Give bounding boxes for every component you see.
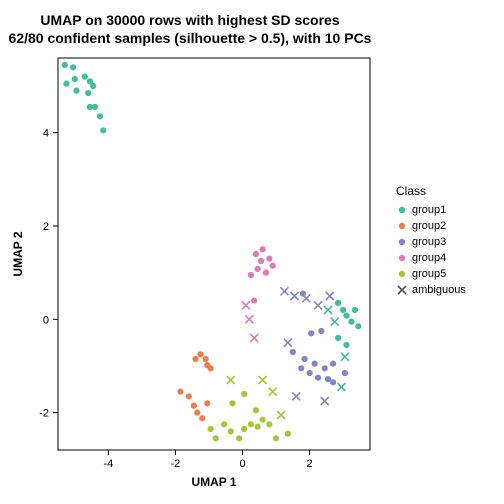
data-point [229, 400, 235, 406]
data-point [202, 356, 208, 362]
y-tick-label: 2 [43, 221, 49, 233]
scatter-plot: -4 -2 0 2 -2 0 2 4 UMAP 1 UMAP 2 Class group1 group2… [0, 0, 504, 504]
data-point [254, 424, 260, 430]
data-point [318, 328, 324, 334]
legend-swatch [399, 255, 405, 261]
data-point [90, 83, 96, 89]
data-point [228, 428, 234, 434]
legend-title: Class [396, 184, 426, 198]
data-point [352, 307, 358, 313]
legend-swatch [399, 223, 405, 229]
x-tick-label: 0 [239, 458, 245, 470]
y-tick-label: -2 [39, 408, 49, 420]
data-point [221, 421, 227, 427]
y-tick-label: 4 [43, 128, 49, 140]
data-point [258, 258, 264, 264]
legend-label: ambiguous [412, 284, 466, 296]
x-tick-label: -2 [171, 458, 181, 470]
legend-label: group2 [412, 220, 446, 232]
legend-swatch [399, 271, 405, 277]
data-point [85, 90, 91, 96]
data-point [191, 403, 197, 409]
data-point [241, 391, 247, 397]
data-point [208, 426, 214, 432]
x-tick-label: -4 [103, 458, 113, 470]
data-point [270, 263, 276, 269]
legend-label: group5 [412, 268, 446, 280]
data-point [335, 335, 341, 341]
data-point [251, 298, 257, 304]
x-axis-label: UMAP 1 [191, 475, 236, 489]
data-point [199, 415, 205, 421]
data-point [241, 426, 247, 432]
data-point [72, 76, 78, 82]
data-point [70, 64, 76, 70]
data-point [194, 410, 200, 416]
data-point [312, 361, 318, 367]
data-point [186, 393, 192, 399]
data-point [330, 361, 336, 367]
data-point [236, 435, 242, 441]
data-point [253, 407, 259, 413]
data-point [266, 256, 272, 262]
data-point [260, 417, 266, 423]
plot-panel [58, 58, 370, 450]
data-point [266, 421, 272, 427]
data-point [248, 272, 254, 278]
data-point [82, 74, 88, 80]
data-point [87, 104, 93, 110]
data-point [355, 323, 361, 329]
data-point [306, 370, 312, 376]
data-point [260, 246, 266, 252]
data-point [62, 62, 68, 68]
data-point [342, 370, 348, 376]
data-point [254, 266, 260, 272]
data-point [348, 319, 354, 325]
legend-label: group1 [412, 204, 446, 216]
data-point [253, 251, 259, 257]
data-point [73, 88, 79, 94]
data-point [263, 270, 269, 276]
data-point [177, 389, 183, 395]
data-point [343, 312, 349, 318]
legend-swatch [399, 239, 405, 245]
y-tick-label: 0 [43, 314, 49, 326]
legend-label: group4 [412, 252, 446, 264]
legend-swatch [399, 207, 405, 213]
data-point [343, 342, 349, 348]
data-point [204, 400, 210, 406]
data-point [192, 356, 198, 362]
data-point [335, 300, 341, 306]
data-point [290, 349, 296, 355]
data-point [273, 435, 279, 441]
data-point [301, 356, 307, 362]
data-point [308, 330, 314, 336]
data-point [330, 379, 336, 385]
data-point [213, 435, 219, 441]
y-axis-label: UMAP 2 [11, 231, 25, 276]
data-point [208, 365, 214, 371]
data-point [100, 127, 106, 133]
legend-label: group3 [412, 236, 446, 248]
data-point [340, 307, 346, 313]
data-point [285, 431, 291, 437]
x-tick-label: 2 [307, 458, 313, 470]
data-point [97, 113, 103, 119]
data-point [63, 81, 69, 87]
data-point [248, 421, 254, 427]
data-point [315, 375, 321, 381]
data-point [322, 365, 328, 371]
data-point [197, 351, 203, 357]
data-point [298, 365, 304, 371]
